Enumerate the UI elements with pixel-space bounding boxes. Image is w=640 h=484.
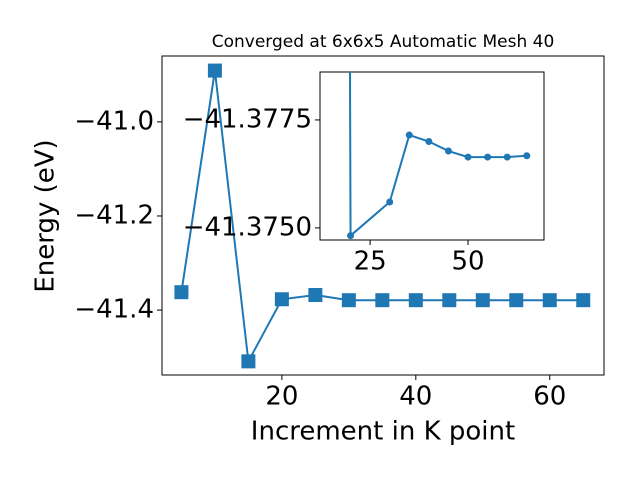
series-line [348,72,527,238]
plot-area [347,72,531,240]
x-tick-label: 20 [265,382,298,412]
data-point [464,153,472,161]
data-point [475,293,490,308]
data-point [444,147,452,155]
plot-area [174,63,591,369]
data-point [174,285,189,300]
data-point [576,293,591,308]
data-point [523,152,531,160]
data-point [347,232,355,240]
data-point [425,138,433,146]
x-axis-label: Increment in K point [251,417,515,447]
data-point [386,198,394,206]
x-tick-label: 40 [399,382,432,412]
data-point [341,293,356,308]
data-point [542,293,557,308]
data-point [207,63,222,78]
data-point [274,292,289,307]
y-tick-label: −41.2 [74,200,154,230]
data-point [308,288,323,303]
data-point [241,354,256,369]
data-point [408,293,423,308]
data-point [509,293,524,308]
y-tick-label: −41.4 [74,295,154,325]
x-tick-label: 25 [354,247,387,277]
data-point [375,293,390,308]
y-tick-label: −41.0 [74,106,154,136]
data-point [405,131,413,139]
data-point [503,153,511,161]
x-tick-label: 50 [451,247,484,277]
y-axis-label: Energy (eV) [31,139,61,292]
data-point [484,153,492,161]
y-tick-label: −41.3775 [183,104,312,134]
data-point [442,293,457,308]
x-tick-label: 60 [533,382,566,412]
chart-title: Converged at 6x6x5 Automatic Mesh 40 [212,32,555,52]
y-tick-label: −41.3750 [183,212,312,242]
